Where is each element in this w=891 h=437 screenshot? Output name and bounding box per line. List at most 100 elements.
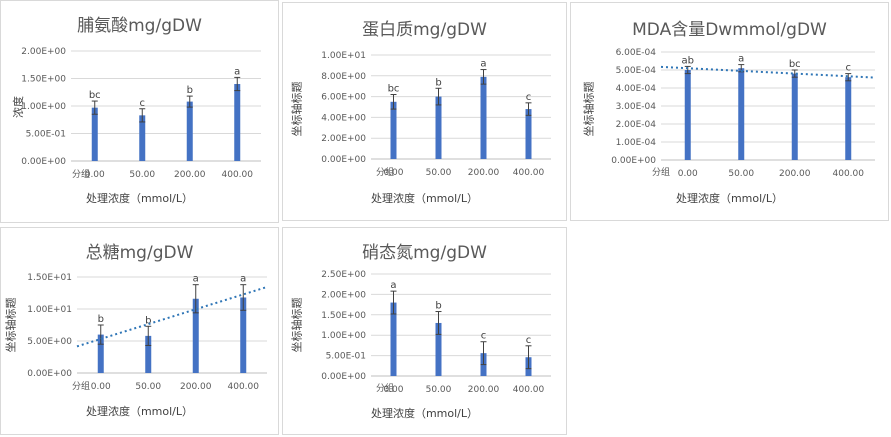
chart-plot: 0.00E+00 5.00E-01 1.00E+00 1.50E+00 2.00E+00…	[21, 47, 261, 180]
x-tick-label: 400.00	[833, 169, 865, 179]
chart-panel-proline: 脯氨酸mg/gDW 浓度 0.00E+00 5.00E-01 1.00E+00 1.5…	[0, 0, 279, 223]
y-tick-label: 1.00E+00	[21, 102, 66, 112]
y-tick-label: 2.50E+00	[321, 270, 366, 280]
x-axis-title: 处理浓度（mmol/L）	[370, 192, 479, 205]
y-tick-label: 0.00E+00	[321, 155, 366, 165]
x-tick-label: 200.00	[468, 385, 500, 395]
chart-title: 脯氨酸mg/gDW	[77, 16, 202, 36]
group-label: 分组	[72, 168, 90, 180]
x-tick-label: 50.00	[728, 169, 754, 179]
y-tick-label: 0.00E+00	[27, 369, 72, 379]
significance-letter: c	[526, 92, 532, 103]
chart-panel-protein: 蛋白质mg/gDW 坐标轴标题 0.00E+00 2.00E+00 4.00E+00…	[282, 2, 567, 221]
significance-letter: b	[98, 314, 104, 325]
y-tick-label: 2.00E+00	[321, 290, 366, 300]
chart-plot: 0.00E+00 5.00E-01 1.00E+00 1.50E+00 2.00E+00…	[321, 270, 551, 395]
x-tick-label: 200.00	[779, 169, 811, 179]
x-tick-label: 0.00	[383, 385, 403, 395]
bar	[145, 335, 152, 373]
bar	[738, 68, 745, 160]
group-label: 分组	[72, 380, 90, 392]
y-tick-label: 1.00E+00	[321, 331, 366, 341]
y-tick-label: 5.00E-04	[616, 66, 657, 76]
chart-panel-total-sugar: 总糖mg/gDW 坐标轴标题 0.00E+00 5.00E+00 1.00E+01 1…	[0, 227, 279, 435]
chart-plot: 0.00E+00 1.00E-04 2.00E-04 3.00E-04 4.00E-04…	[611, 48, 876, 179]
y-tick-label: 0.00E+00	[321, 372, 366, 382]
y-tick-label: 1.00E-04	[616, 138, 657, 148]
x-tick-label: 400.00	[222, 170, 254, 180]
x-axis-title: 处理浓度（mmol/L）	[85, 405, 194, 418]
y-tick-label: 4.00E-04	[616, 84, 657, 94]
y-tick-label: 1.50E+00	[321, 311, 366, 321]
significance-letter: b	[145, 315, 151, 326]
significance-letter: c	[846, 63, 852, 74]
y-tick-label: 3.00E-04	[616, 102, 657, 112]
x-tick-label: 0.00	[91, 382, 111, 392]
bar	[91, 107, 98, 161]
x-axis-title: 处理浓度（mmol/L）	[675, 192, 784, 205]
y-tick-label: 1.50E+00	[21, 75, 66, 85]
y-tick-label: 4.00E+00	[321, 113, 366, 123]
significance-letter: b	[187, 85, 193, 96]
bar	[684, 70, 691, 160]
chart-plot: 0.00E+00 2.00E+00 4.00E+00 6.00E+00 8.00E+00…	[321, 51, 551, 178]
y-tick-label: 5.00E-01	[326, 352, 366, 362]
bar	[845, 77, 852, 160]
bar	[525, 109, 532, 159]
y-tick-label: 2.00E-04	[616, 120, 657, 130]
bar	[240, 297, 247, 373]
y-tick-label: 0.00E+00	[611, 156, 656, 166]
x-tick-label: 400.00	[513, 168, 545, 178]
x-tick-label: 50.00	[129, 170, 155, 180]
group-label: 分组	[376, 382, 394, 394]
x-tick-label: 400.00	[513, 385, 545, 395]
x-axis-title: 处理浓度（mmol/L）	[85, 192, 194, 205]
significance-letter: b	[435, 77, 441, 88]
y-tick-label: 1.00E+01	[321, 51, 366, 61]
chart-panel-nitrate: 硝态氮mg/gDW 坐标轴标题 0.00E+00 5.00E-01 1.00E+00…	[282, 227, 567, 435]
significance-letter: b	[435, 301, 441, 312]
bar	[234, 84, 241, 161]
y-tick-label: 1.50E+01	[27, 273, 72, 283]
y-tick-label: 1.00E+01	[27, 305, 72, 315]
x-tick-label: 0.00	[383, 168, 403, 178]
significance-letter: a	[390, 280, 396, 291]
x-tick-label: 0.00	[85, 170, 105, 180]
chart-title: 蛋白质mg/gDW	[362, 20, 487, 40]
y-tick-label: 6.00E-04	[616, 48, 657, 58]
chart-title: MDA含量Dwmmol/gDW	[632, 20, 827, 40]
bar	[139, 115, 146, 161]
chart-title: 总糖mg/gDW	[85, 243, 194, 263]
bar	[390, 101, 397, 159]
significance-letter: c	[140, 98, 146, 109]
x-tick-label: 200.00	[468, 168, 500, 178]
significance-letter: ab	[682, 55, 694, 66]
bar	[435, 96, 442, 159]
x-tick-label: 400.00	[228, 382, 260, 392]
group-label: 分组	[652, 166, 670, 178]
significance-letter: a	[480, 59, 486, 70]
significance-letter: a	[193, 274, 199, 285]
bar	[97, 334, 104, 373]
bar	[480, 76, 487, 159]
bar	[186, 101, 193, 161]
significance-letter: c	[481, 331, 487, 342]
x-tick-label: 200.00	[174, 170, 206, 180]
x-tick-label: 50.00	[135, 382, 161, 392]
trendline	[76, 286, 268, 348]
y-tick-label: 5.00E+00	[27, 337, 72, 347]
significance-letter: bc	[388, 84, 400, 95]
trendline	[660, 65, 876, 79]
significance-letter: bc	[89, 90, 101, 101]
y-tick-label: 2.00E+00	[321, 134, 366, 144]
x-tick-label: 0.00	[678, 169, 698, 179]
significance-letter: a	[234, 66, 240, 77]
significance-letter: a	[240, 274, 246, 285]
bar	[192, 298, 199, 373]
group-label: 分组	[376, 166, 394, 178]
chart-panel-mda: MDA含量Dwmmol/gDW 坐标轴标题 0.00E+00 1.00E-04 2.…	[570, 2, 889, 221]
y-tick-label: 6.00E+00	[321, 93, 366, 103]
chart-plot: 0.00E+00 5.00E+00 1.00E+01 1.50E+01 b 0.00 b 50…	[27, 273, 268, 392]
chart-title: 硝态氮mg/gDW	[362, 243, 487, 263]
significance-letter: a	[738, 54, 744, 65]
